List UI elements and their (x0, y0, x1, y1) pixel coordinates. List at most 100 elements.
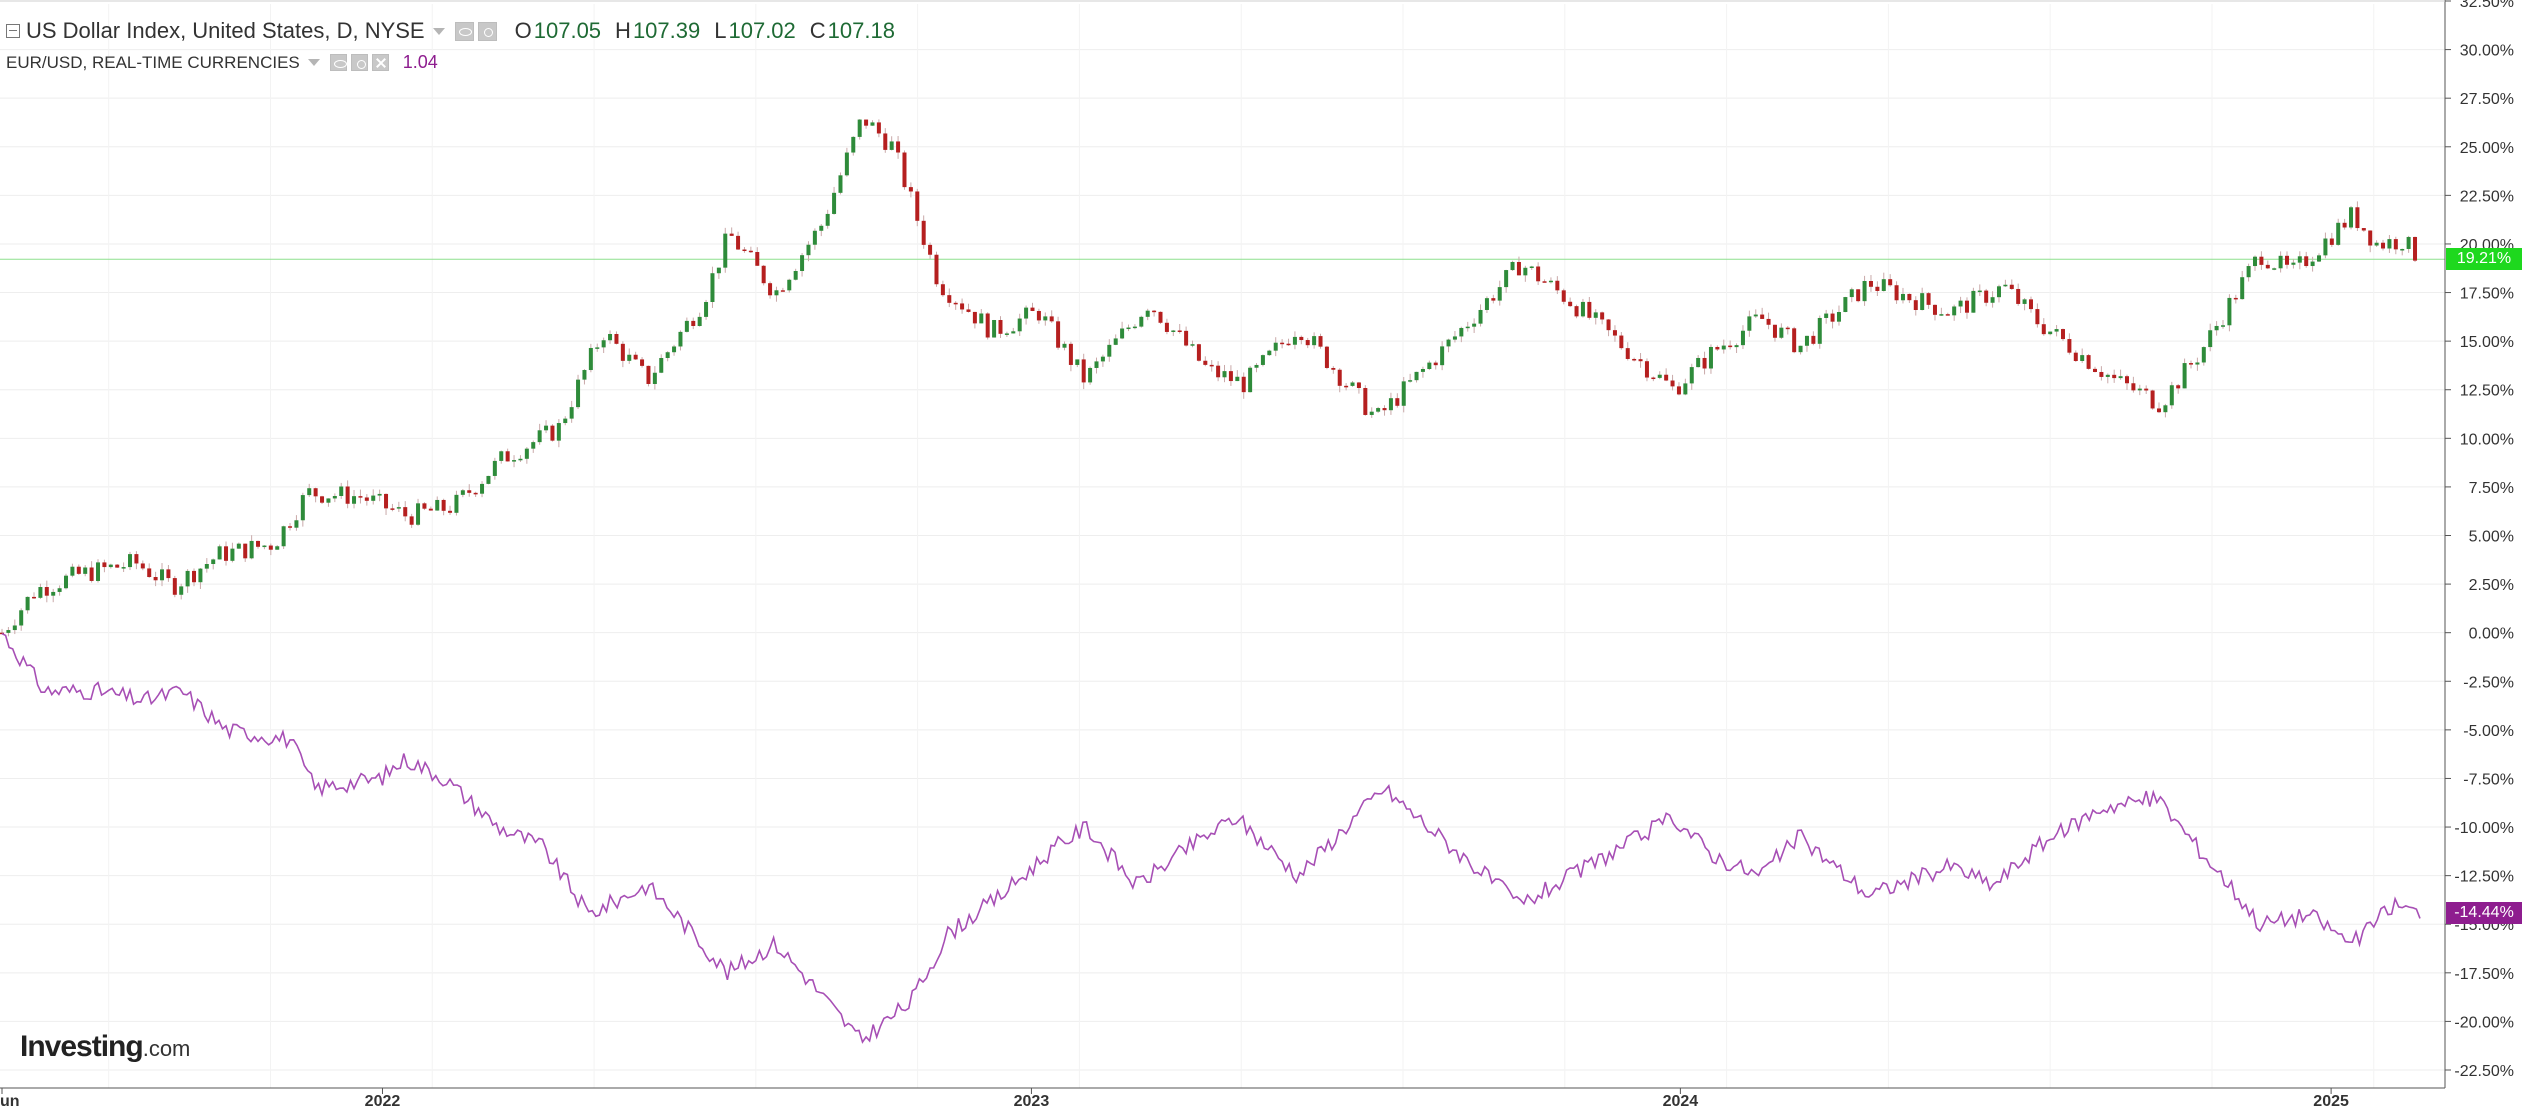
candle-up (787, 279, 792, 291)
plot-area[interactable] (0, 119, 2445, 1044)
candle-up (716, 267, 721, 274)
compare-series-title[interactable]: EUR/USD, REAL-TIME CURRENCIES (6, 52, 300, 72)
candle-down (390, 508, 395, 510)
candle-down (1318, 336, 1323, 347)
candle-up (800, 255, 805, 271)
eye-icon[interactable] (329, 54, 347, 71)
candle-down (1555, 280, 1560, 291)
candle-up (1427, 362, 1432, 370)
candle-up (1312, 336, 1317, 346)
candle-up (249, 540, 254, 559)
candle-up (2387, 239, 2392, 249)
candle-down (620, 343, 625, 361)
investing-logo: Investing.com (20, 1030, 191, 1063)
candle-up (25, 596, 30, 611)
candle-up (2105, 374, 2110, 377)
candle-up (1529, 266, 1534, 268)
candle-down (166, 569, 171, 579)
candle-up (1798, 345, 1803, 353)
candle-up (1683, 383, 1688, 395)
candle-down (915, 191, 920, 221)
candle-up (1849, 289, 1854, 298)
candle-down (1670, 380, 1675, 387)
candle-down (928, 244, 933, 255)
candle-up (1958, 300, 1963, 307)
candle-down (1081, 359, 1086, 383)
candle-down (2329, 238, 2334, 245)
candle-down (1056, 321, 1061, 348)
candle-down (224, 546, 229, 561)
candle-up (1465, 326, 1470, 329)
candle-up (1657, 374, 1662, 378)
candle-down (2099, 371, 2104, 377)
candle-up (2349, 207, 2354, 228)
candle-up (1504, 270, 1509, 288)
candle-up (185, 570, 190, 587)
candle-down (2073, 352, 2078, 361)
candle-up (1440, 346, 1445, 366)
candle-down (1337, 369, 1342, 386)
collapse-icon[interactable] (6, 24, 20, 38)
y-tick-label: 27.50% (2460, 91, 2514, 108)
candle-down (1632, 358, 1637, 361)
candle-down (102, 562, 107, 568)
candle-down (1363, 388, 1368, 415)
candle-up (1862, 280, 1867, 302)
candle-up (377, 493, 382, 496)
candle-up (352, 496, 357, 504)
candle-up (1004, 333, 1009, 335)
y-tick-label: -20.00% (2454, 1014, 2514, 1031)
candle-down (1644, 361, 1649, 378)
candle-down (422, 503, 427, 509)
eye-icon[interactable] (454, 21, 474, 41)
candle-up (1222, 371, 1227, 378)
candle-up (1779, 327, 1784, 338)
candle-down (32, 596, 37, 599)
chevron-down-icon[interactable] (307, 59, 320, 66)
candle-down (883, 133, 888, 150)
candle-up (1132, 326, 1137, 329)
x-tick-label: 2025 (2313, 1093, 2349, 1110)
candle-down (409, 516, 414, 525)
candle-up (1708, 346, 1713, 369)
candle-up (704, 301, 709, 317)
candle-down (1177, 330, 1182, 332)
candle-up (2169, 385, 2174, 406)
candle-up (1120, 328, 1125, 339)
candle-up (1971, 290, 1976, 313)
candle-down (192, 570, 197, 583)
chevron-down-icon[interactable] (432, 27, 445, 35)
candle-down (1561, 290, 1566, 302)
candle-up (275, 546, 280, 550)
candle-up (1088, 367, 1093, 383)
candle-down (1772, 324, 1777, 338)
candle-down (1196, 344, 1201, 361)
candle-up (1497, 287, 1502, 301)
candle-up (128, 554, 133, 568)
candle-up (1452, 336, 1457, 340)
candle-down (1184, 330, 1189, 346)
candle-up (121, 567, 126, 569)
candle-down (467, 490, 472, 493)
y-tick-label: 10.00% (2460, 431, 2514, 448)
close-icon[interactable] (371, 54, 389, 71)
candle-down (115, 564, 120, 568)
candle-down (2028, 299, 2033, 310)
candle-down (2086, 355, 2091, 369)
candle-down (1830, 313, 1835, 322)
gear-icon[interactable] (477, 21, 497, 41)
candle-up (1472, 323, 1477, 327)
main-series-title[interactable]: US Dollar Index, United States, D, NYSE (26, 18, 425, 43)
candle-up (2246, 266, 2251, 278)
candle-up (2221, 325, 2226, 327)
candle-up (1350, 382, 1355, 386)
candle-down (985, 313, 990, 338)
gear-icon[interactable] (350, 54, 368, 71)
candle-down (2016, 288, 2021, 304)
candle-up (851, 136, 856, 153)
candle-down (748, 250, 753, 253)
candle-up (2214, 325, 2219, 331)
candle-up (1900, 293, 1905, 301)
candle-down (761, 265, 766, 284)
